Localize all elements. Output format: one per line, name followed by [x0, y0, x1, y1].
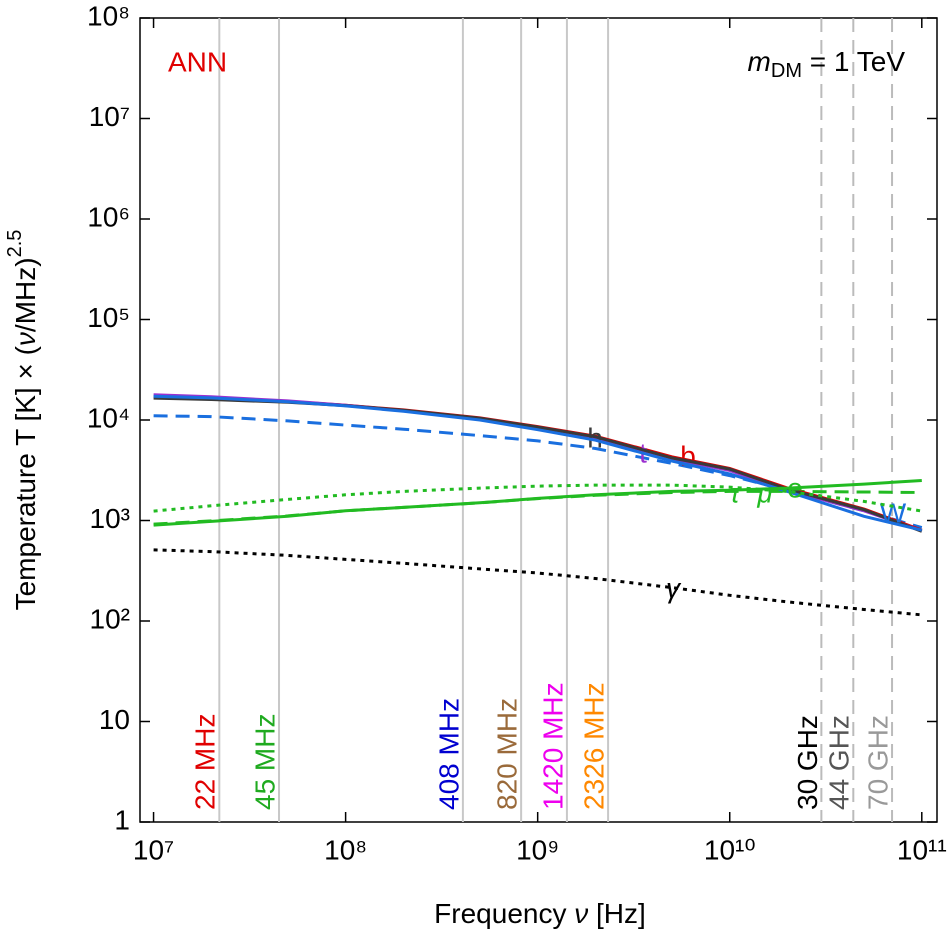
y-label-unit: /MHz)	[10, 257, 41, 332]
curve-label: γ	[666, 572, 682, 603]
y-tick-label: 10	[99, 704, 130, 735]
curve-label: h	[587, 422, 603, 453]
curve	[153, 479, 922, 527]
y-label-sup: 2.5	[4, 230, 26, 258]
y-tick-label: 10⁵	[87, 302, 130, 333]
frequency-label: 1420 MHz	[537, 682, 568, 810]
frequency-label: 45 MHz	[249, 714, 280, 810]
channel-label: ANN	[168, 46, 227, 77]
y-tick-label: 10²	[90, 603, 130, 634]
curve	[153, 394, 923, 532]
x-tick-label: 10⁸	[324, 834, 367, 865]
frequency-label: 30 GHz	[792, 715, 823, 810]
y-tick-label: 10⁸	[87, 0, 130, 31]
x-label-text: Frequency	[434, 898, 574, 929]
curve-label: τ	[730, 477, 742, 508]
axes: 10⁷ 10⁸ 10⁹ 10¹⁰ 10¹¹ 1 10 10² 10³ 10⁴ 10⁵ 10⁶ 10⁷ 10…	[87, 0, 947, 865]
x-label-unit: [Hz]	[588, 898, 646, 929]
y-tick-label: 10⁷	[89, 101, 130, 132]
frequency-label: 408 MHz	[433, 698, 464, 810]
frequency-label: 22 MHz	[190, 714, 221, 810]
frequency-lines: 22 MHz 45 MHz 408 MHz 820 MHz 1420 MHz 2326 M…	[190, 18, 893, 822]
y-tick-label: 10⁴	[87, 402, 130, 433]
curve-label: W	[880, 497, 907, 528]
y-tick-label: 10⁶	[87, 201, 130, 232]
x-axis-label: Frequency ν [Hz]	[434, 898, 646, 929]
frequency-label: 2326 MHz	[578, 682, 609, 810]
x-tick-label: 10⁷	[133, 834, 174, 865]
frequency-label: 44 GHz	[824, 715, 855, 810]
mass-symbol: m	[748, 46, 771, 77]
mass-label: mDM = 1 TeV	[748, 46, 906, 82]
frequency-label: 820 MHz	[492, 698, 523, 810]
y-label-var: ν	[10, 332, 41, 346]
y-tick-label: 1	[114, 804, 130, 835]
y-axis-label: Temperature T [K] × (ν/MHz)2.5	[4, 230, 41, 611]
x-tick-label: 10⁹	[516, 834, 559, 865]
x-tick-label: 10¹⁰	[704, 834, 756, 865]
frequency-label: 70 GHz	[862, 715, 893, 810]
y-tick-label: 10³	[90, 503, 130, 534]
curve-label: e	[787, 472, 803, 503]
x-label-var: ν	[574, 898, 588, 929]
y-label-text: Temperature T [K] × (	[10, 345, 41, 610]
mass-subscript: DM	[771, 60, 802, 82]
mass-value: = 1 TeV	[802, 46, 905, 77]
x-tick-label: 10¹¹	[897, 834, 947, 865]
